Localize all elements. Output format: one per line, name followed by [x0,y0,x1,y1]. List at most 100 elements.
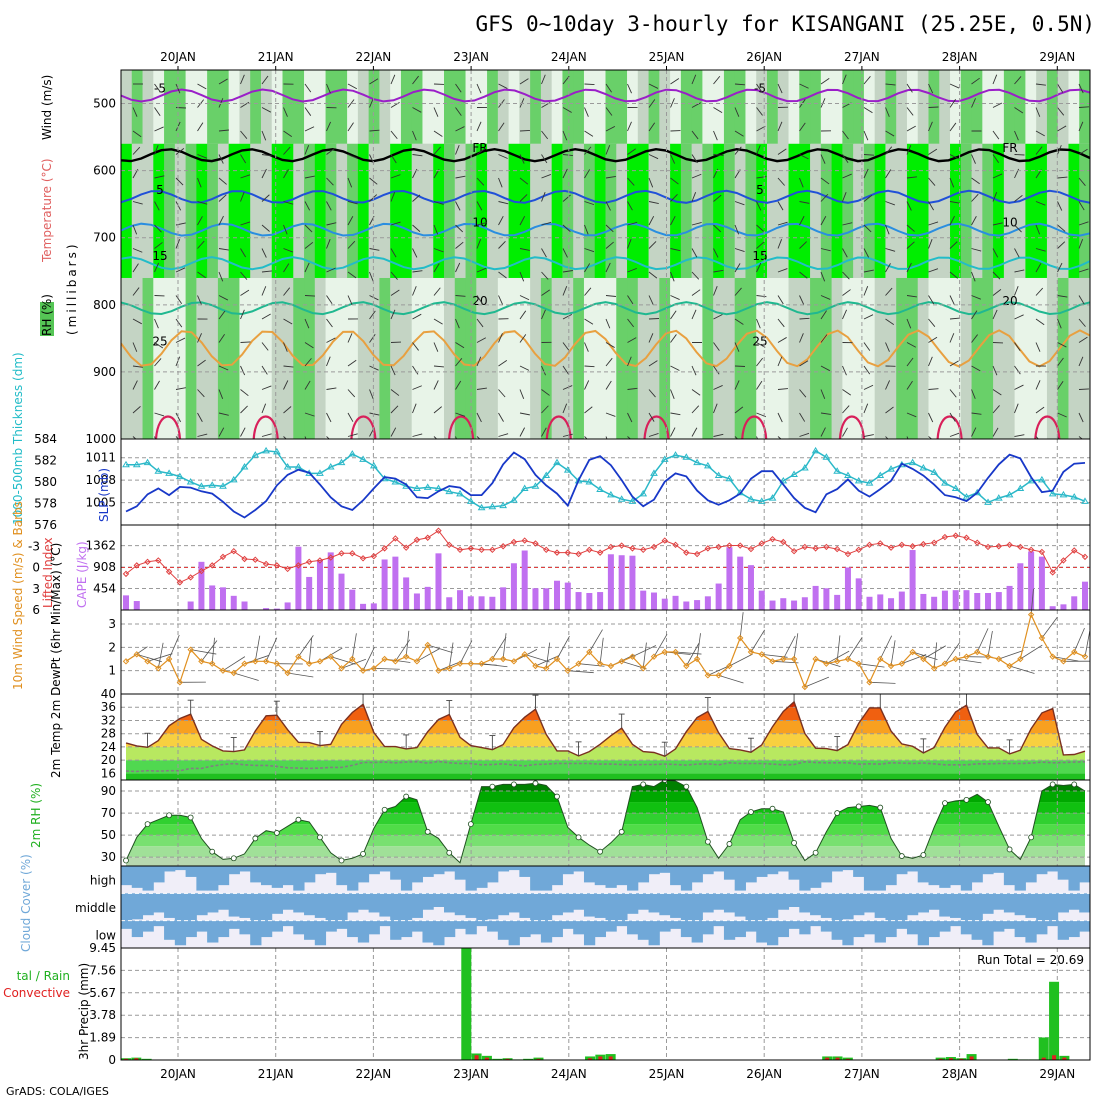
temp-band [126,707,1085,721]
wind10m-point [618,658,625,665]
wind-barb [842,130,849,140]
wind-barb [326,318,333,328]
wind-barb [992,74,998,85]
wind-barb [949,201,960,204]
cloud-high-bar [1079,866,1091,883]
wind-barb [1057,380,1064,390]
cloud-middle-bar [767,893,779,918]
wind-barb [992,173,1003,179]
rh2m-point [381,806,388,813]
temp-tick-label: 36 [101,700,116,714]
chart-title: GFS 0~10day 3-hourly for KISANGANI (25.2… [475,12,1095,36]
wind-barb [713,286,718,296]
rh-cell [734,143,747,278]
wind-barb [842,74,847,85]
wind10m-point [769,658,776,665]
wind-barb [949,412,956,422]
lifted-index-point [198,567,205,575]
temp-line [125,700,1086,757]
lifted-index-point [780,538,787,546]
rh2m-point [360,850,366,857]
rh-cell [293,70,305,144]
cloud-high-bar [680,866,693,891]
wind-barb [605,380,612,390]
cloud-low-bar [422,920,434,943]
cloud-high-bar [745,866,757,883]
isotherm-label: 10 [472,216,487,230]
cloud-middle-bar [164,893,176,918]
cape-bar [618,555,625,610]
thickness-point [208,481,217,488]
rh-cell [691,277,703,439]
rh-cell [950,277,962,439]
wind10m-barb [556,636,570,660]
rh-cell [357,143,370,278]
wind-barb [648,99,656,108]
run-total-text: Run Total = 20.69 [977,953,1084,967]
pressure-tick-label: 800 [93,298,116,312]
rh-cell [680,70,693,144]
wind10m-point [359,667,367,674]
cloud-high-bar [799,866,811,891]
cape-bar [1071,596,1078,610]
wind10m-point [855,660,862,667]
precip-bar [523,1058,534,1060]
wind10m-point [909,648,916,656]
wind-barb [1014,248,1020,258]
rh-cell [519,143,531,278]
wind-barb [1035,83,1046,86]
cloud-low-bar [239,920,251,935]
lifted-index-point [1038,548,1046,556]
thickness-point [272,447,281,455]
wind-barb [605,262,611,273]
wind-barb [261,154,272,157]
isotherm-line-30 [1034,415,1061,439]
cape-bar [306,576,313,610]
rh-cell [723,277,736,439]
lifted-index-point [424,534,431,541]
isotherm-line [121,88,1090,103]
wind10m-point [219,667,227,674]
rh2m-point [683,783,690,790]
wind10m-point [823,660,830,667]
wind-barb [713,194,722,202]
cape-bar [489,596,496,610]
wind10m-point [887,662,895,670]
wind-barb [842,405,850,414]
wind-barb [455,201,461,211]
wind-barb [885,201,896,206]
wind10m-point [736,634,744,642]
wind-barb [240,154,247,164]
rh-band [126,824,1085,836]
wind-barb [1057,241,1066,249]
cape-bar [381,559,388,610]
cape-bar [834,594,841,610]
convective-bar [1041,1057,1046,1060]
rh-cell [734,70,747,144]
wind-barb [261,168,267,179]
rh-cell [562,277,574,439]
slp-tick-label: 1005 [85,496,116,510]
wind-barb [842,271,850,280]
wind-barb [175,318,183,328]
wind-barb [627,221,638,226]
cloud-low-bar [788,920,800,929]
bottom-date-label: 22JAN [356,1067,392,1081]
wind-barb [240,248,247,258]
wind10m-point [295,653,302,660]
lifted-index-point [640,546,647,553]
wind10m-point [801,683,809,691]
cloud-high-bar [164,866,176,872]
cloud-middle-bar [627,893,639,914]
wind-barb [261,313,271,320]
cloud-middle-bar [250,893,262,921]
cloud-high-bar [357,866,370,883]
convective-bar [536,1058,541,1060]
wind-barb [1035,263,1042,273]
wind-barb [240,130,248,139]
wind-barb [240,74,245,85]
lifted-index-point [661,537,668,544]
cloud-middle-bar [1003,893,1016,913]
wind-barb [433,146,441,155]
